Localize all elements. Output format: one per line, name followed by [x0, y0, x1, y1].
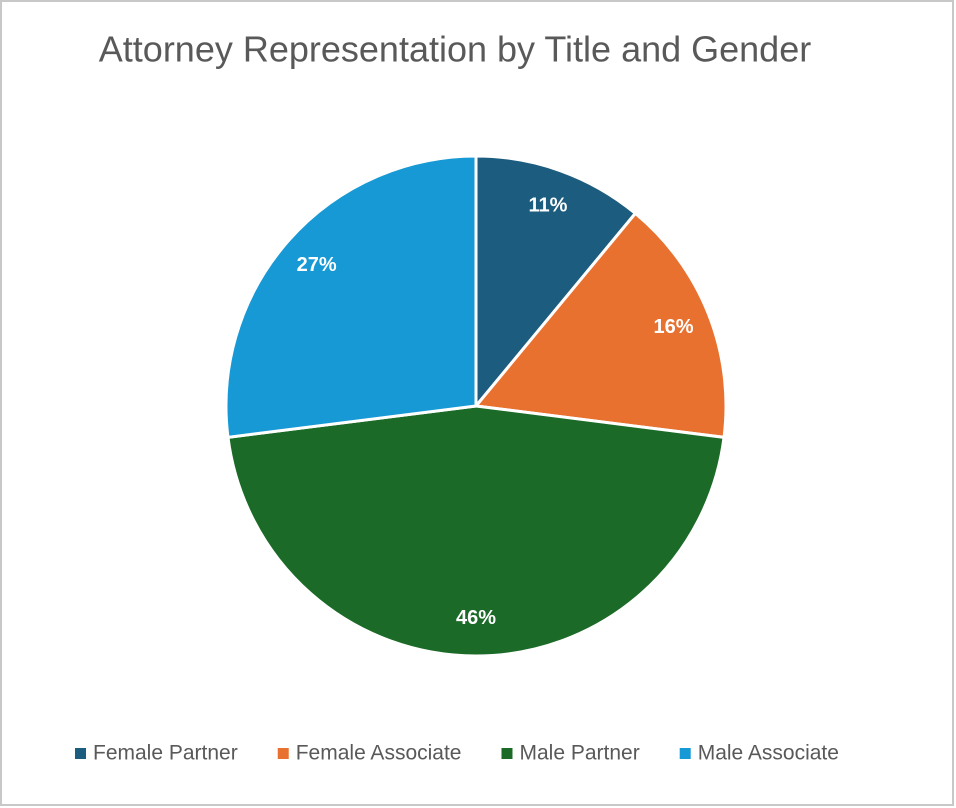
legend-swatch — [679, 748, 691, 759]
legend-label: Male Partner — [519, 742, 639, 765]
pie-slice — [473, 211, 728, 440]
legend-swatch — [277, 748, 289, 759]
data-label: 27% — [297, 254, 337, 276]
legend-label: Female Associate — [296, 742, 462, 765]
data-label: 46% — [456, 607, 496, 629]
chart-title: Attorney Representation by Title and Gen… — [99, 29, 811, 70]
legend-label: Female Partner — [93, 742, 238, 765]
pie-slice — [474, 154, 638, 411]
pie-slice — [224, 154, 478, 440]
legend-label: Male Associate — [698, 742, 839, 765]
pie-slice — [226, 404, 726, 658]
data-label: 16% — [654, 316, 694, 338]
legend-swatch — [75, 748, 86, 759]
data-label: 11% — [529, 194, 568, 216]
legend-swatch — [501, 748, 513, 759]
